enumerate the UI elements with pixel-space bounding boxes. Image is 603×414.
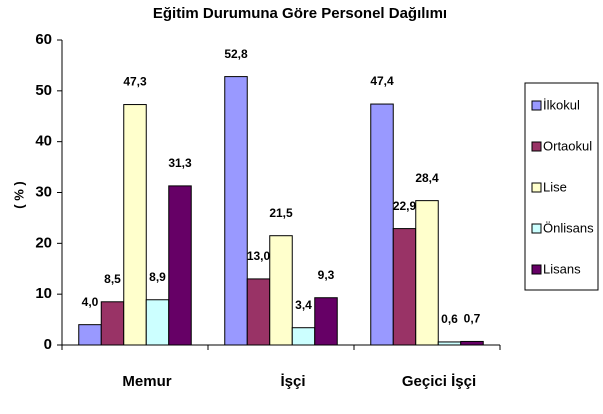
bar — [269, 235, 293, 346]
value-label: 9,3 — [318, 268, 335, 282]
value-label: 47,4 — [370, 74, 394, 88]
bar — [78, 324, 102, 346]
value-label: 0,6 — [441, 312, 458, 326]
x-tick-label: Geçici İşçi — [402, 373, 476, 390]
y-tick-label: 40 — [35, 133, 52, 150]
value-label: 52,8 — [224, 47, 248, 61]
y-tick-label: 30 — [35, 183, 52, 200]
bar — [392, 228, 417, 346]
value-label: 21,5 — [269, 206, 293, 220]
bar — [100, 301, 125, 346]
chart-title: Eğitim Durumuna Göre Personel Dağılımı — [153, 5, 447, 22]
bar — [460, 340, 484, 346]
legend-swatch — [531, 223, 542, 234]
value-label: 47,3 — [123, 75, 147, 89]
y-tick-label: 50 — [35, 82, 52, 99]
y-axis-label: ( % ) — [11, 181, 26, 208]
bar — [145, 299, 170, 346]
bar — [291, 327, 316, 346]
legend-swatch — [531, 141, 542, 152]
x-tick-label: Memur — [122, 373, 171, 390]
bar — [246, 278, 271, 346]
legend-label: Lisans — [543, 261, 581, 276]
value-label: 28,4 — [415, 171, 439, 185]
y-tick-label: 0 — [44, 336, 52, 353]
legend-label: Lise — [543, 179, 567, 194]
y-tick-label: 20 — [35, 234, 52, 251]
value-label: 31,3 — [168, 156, 192, 170]
value-label: 13,0 — [247, 249, 271, 263]
value-label: 8,9 — [149, 270, 166, 284]
legend-swatch — [531, 182, 542, 193]
x-tick-label: İşçi — [280, 373, 305, 390]
legend-swatch — [531, 264, 542, 275]
legend-label: İlkokul — [543, 97, 580, 112]
value-label: 8,5 — [104, 272, 121, 286]
legend-label: Ortaokul — [543, 138, 592, 153]
bar — [370, 103, 394, 346]
y-tick-label: 60 — [35, 31, 52, 48]
legend-label: Önlisans — [543, 220, 594, 235]
y-tick-label: 10 — [35, 285, 52, 302]
bar — [168, 185, 192, 346]
bar — [415, 200, 439, 346]
bar — [224, 76, 248, 346]
value-label: 3,4 — [295, 298, 312, 312]
legend-swatch — [531, 100, 542, 111]
value-label: 22,9 — [393, 199, 417, 213]
value-label: 4,0 — [82, 295, 99, 309]
bar — [437, 341, 462, 346]
value-label: 0,7 — [464, 312, 481, 326]
bar — [314, 297, 338, 346]
bar — [123, 104, 147, 346]
